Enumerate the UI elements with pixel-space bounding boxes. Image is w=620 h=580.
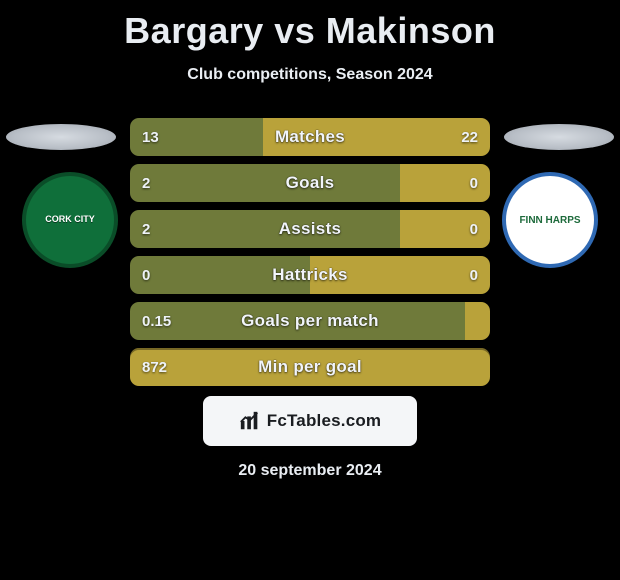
footer-area: FcTables.com 20 september 2024 [0,390,620,480]
stat-bar-right [465,302,490,340]
stat-bar-left [130,164,400,202]
stats-bars: 1322Matches 20Goals 20Assists 00Hattricks 0.… [130,118,490,394]
fctables-badge[interactable]: FcTables.com [203,396,417,446]
stat-row: 1322Matches [130,118,490,156]
stat-row: 00Hattricks [130,256,490,294]
stat-row: 20Goals [130,164,490,202]
stat-bar-right [310,256,490,294]
chart-icon [239,410,261,432]
page-title: Bargary vs Makinson [0,10,620,52]
shadow-ellipse-left [6,124,116,150]
stat-bar-right [400,164,490,202]
club-crest-right: FINN HARPS [502,172,598,268]
stat-bar-left [130,256,310,294]
card-date: 20 september 2024 [238,462,381,480]
stat-row: 872Min per goal [130,348,490,386]
stat-row: 20Assists [130,210,490,248]
comparison-card: Bargary vs Makinson Club competitions, S… [0,0,620,580]
page-subtitle: Club competitions, Season 2024 [0,66,620,84]
stat-row: 0.15Goals per match [130,302,490,340]
fctables-text: FcTables.com [267,411,382,431]
shadow-ellipse-right [504,124,614,150]
club-crest-right-label: FINN HARPS [519,215,580,226]
stat-bar-right [263,118,490,156]
stat-label: Min per goal [130,348,490,386]
stat-bar-left [130,302,465,340]
stat-bar-left [130,210,400,248]
stat-bar-left [130,118,263,156]
stat-value-left: 872 [142,348,167,386]
stat-bar-right [400,210,490,248]
club-crest-left-label: CORK CITY [45,215,95,225]
club-crest-left: CORK CITY [22,172,118,268]
